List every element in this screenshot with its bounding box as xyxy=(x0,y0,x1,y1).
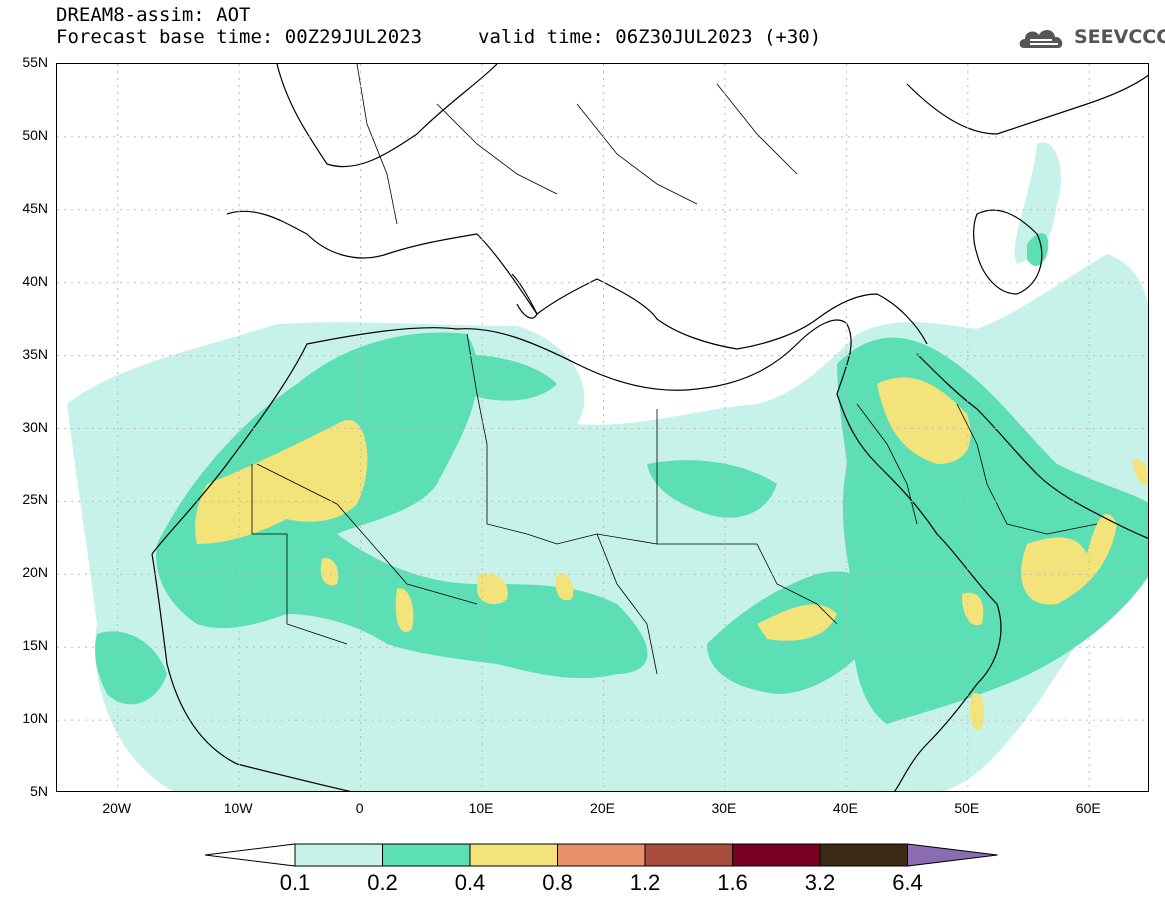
coastlines xyxy=(151,64,1148,791)
cloud-logo-icon xyxy=(1019,29,1063,48)
colorbar-segment xyxy=(382,843,471,867)
lat-tick-label: 30N xyxy=(22,418,48,435)
graticule xyxy=(57,64,1148,791)
colorbar-tick-label: 1.2 xyxy=(629,870,661,895)
lat-tick-label: 35N xyxy=(22,345,48,362)
colorbar-tick-label: 6.4 xyxy=(892,870,923,895)
lon-tick-label: 10E xyxy=(468,800,494,816)
lon-tick-label: 10W xyxy=(223,800,253,816)
colorbar-tick-label: 1.6 xyxy=(717,870,748,895)
lon-tick-label: 20W xyxy=(102,800,132,816)
lat-tick-label: 45N xyxy=(22,199,48,216)
seevccc-logo: SEEVCCC xyxy=(1016,20,1165,56)
colorbar-segment xyxy=(644,843,733,867)
country-borders xyxy=(251,64,1098,675)
colorbar-segment xyxy=(732,843,821,867)
lat-tick-label: 10N xyxy=(22,710,48,727)
lon-tick-label: 50E xyxy=(954,800,980,816)
lat-tick-label: 50N xyxy=(22,126,48,143)
colorbar xyxy=(205,843,998,867)
lon-tick-label: 20E xyxy=(590,800,615,816)
lat-tick-label: 55N xyxy=(22,54,48,70)
aot-field-0.4-0.8 xyxy=(195,377,1148,730)
valid-time: valid time: 06Z30JUL2023 (+30) xyxy=(478,26,822,48)
colorbar-tick-label: 0.2 xyxy=(367,870,398,895)
lat-tick-label: 25N xyxy=(22,491,48,508)
colorbar-segment xyxy=(819,843,908,867)
colorbar-low-extension xyxy=(205,843,296,867)
colorbar-tick-label: 3.2 xyxy=(804,870,836,895)
colorbar-segment xyxy=(294,843,383,867)
colorbar-high-extension xyxy=(907,843,998,867)
lon-tick-label: 0 xyxy=(355,800,364,816)
lat-tick-label: 40N xyxy=(22,272,48,289)
aot-map xyxy=(57,64,1148,791)
lat-tick-label: 5N xyxy=(30,783,48,799)
lat-tick-label: 20N xyxy=(22,564,48,581)
aot-field-0.2-0.4 xyxy=(95,233,1148,724)
colorbar-tick-label: 0.4 xyxy=(454,870,486,895)
map-panel xyxy=(56,63,1149,792)
map-title: DREAM8-assim: AOT xyxy=(56,4,251,26)
lat-tick-label: 15N xyxy=(22,637,48,654)
colorbar-segment xyxy=(469,843,558,867)
colorbar-tick-label: 0.8 xyxy=(542,870,573,895)
logo-text: SEEVCCC xyxy=(1074,26,1165,48)
colorbar-tick-label: 0.1 xyxy=(279,870,311,895)
lon-tick-label: 30E xyxy=(711,800,737,816)
lon-tick-label: 40E xyxy=(832,800,858,816)
colorbar-segment xyxy=(557,843,646,867)
lon-tick-label: 60E xyxy=(1075,800,1101,816)
forecast-base-time: Forecast base time: 00Z29JUL2023 xyxy=(56,26,423,48)
